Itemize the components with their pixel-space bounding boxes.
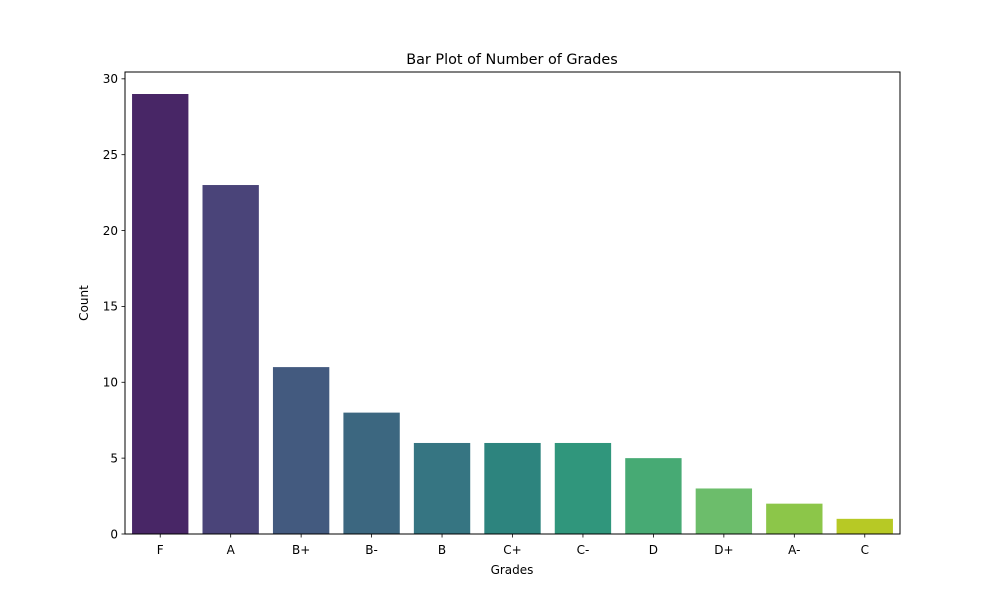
bar-C+ [484, 442, 541, 534]
y-tick-label: 5 [110, 451, 118, 465]
bar-A- [766, 503, 823, 534]
x-axis-title: Grades [491, 563, 534, 577]
bar-A [202, 185, 259, 534]
y-tick-label: 15 [103, 300, 118, 314]
y-axis-ticks: 0 5 10 15 20 25 30 [103, 72, 125, 541]
y-tick-label: 0 [110, 527, 118, 541]
x-tick-label: B+ [292, 543, 310, 557]
bar-B- [343, 412, 400, 534]
x-tick-label: D [649, 543, 658, 557]
bars-group [132, 94, 893, 534]
plot-frame [124, 71, 901, 535]
x-tick-label: F [157, 543, 164, 557]
bar-C- [554, 442, 612, 534]
y-tick-label: 10 [103, 376, 118, 390]
x-tick-label: A [227, 543, 236, 557]
x-tick-label: B [438, 543, 446, 557]
y-tick-label: 30 [103, 72, 118, 86]
y-tick-label: 20 [103, 224, 118, 238]
bar-B+ [272, 367, 330, 534]
bar-B [413, 442, 471, 534]
bar-D [625, 458, 682, 534]
bar-C [836, 518, 893, 534]
x-tick-label: C [861, 543, 869, 557]
x-tick-label: C- [577, 543, 590, 557]
chart-title: Bar Plot of Number of Grades [406, 52, 618, 68]
x-axis-ticks: F A B+ B- B C+ C- D D+ A- C [157, 534, 869, 557]
y-axis-title: Count [77, 285, 91, 321]
x-tick-label: C+ [503, 543, 521, 557]
bar-F [132, 94, 189, 534]
x-tick-label: B- [365, 543, 378, 557]
y-tick-label: 25 [103, 148, 118, 162]
x-tick-label: D+ [714, 543, 733, 557]
x-tick-label: A- [788, 543, 800, 557]
bar-D+ [695, 488, 753, 534]
